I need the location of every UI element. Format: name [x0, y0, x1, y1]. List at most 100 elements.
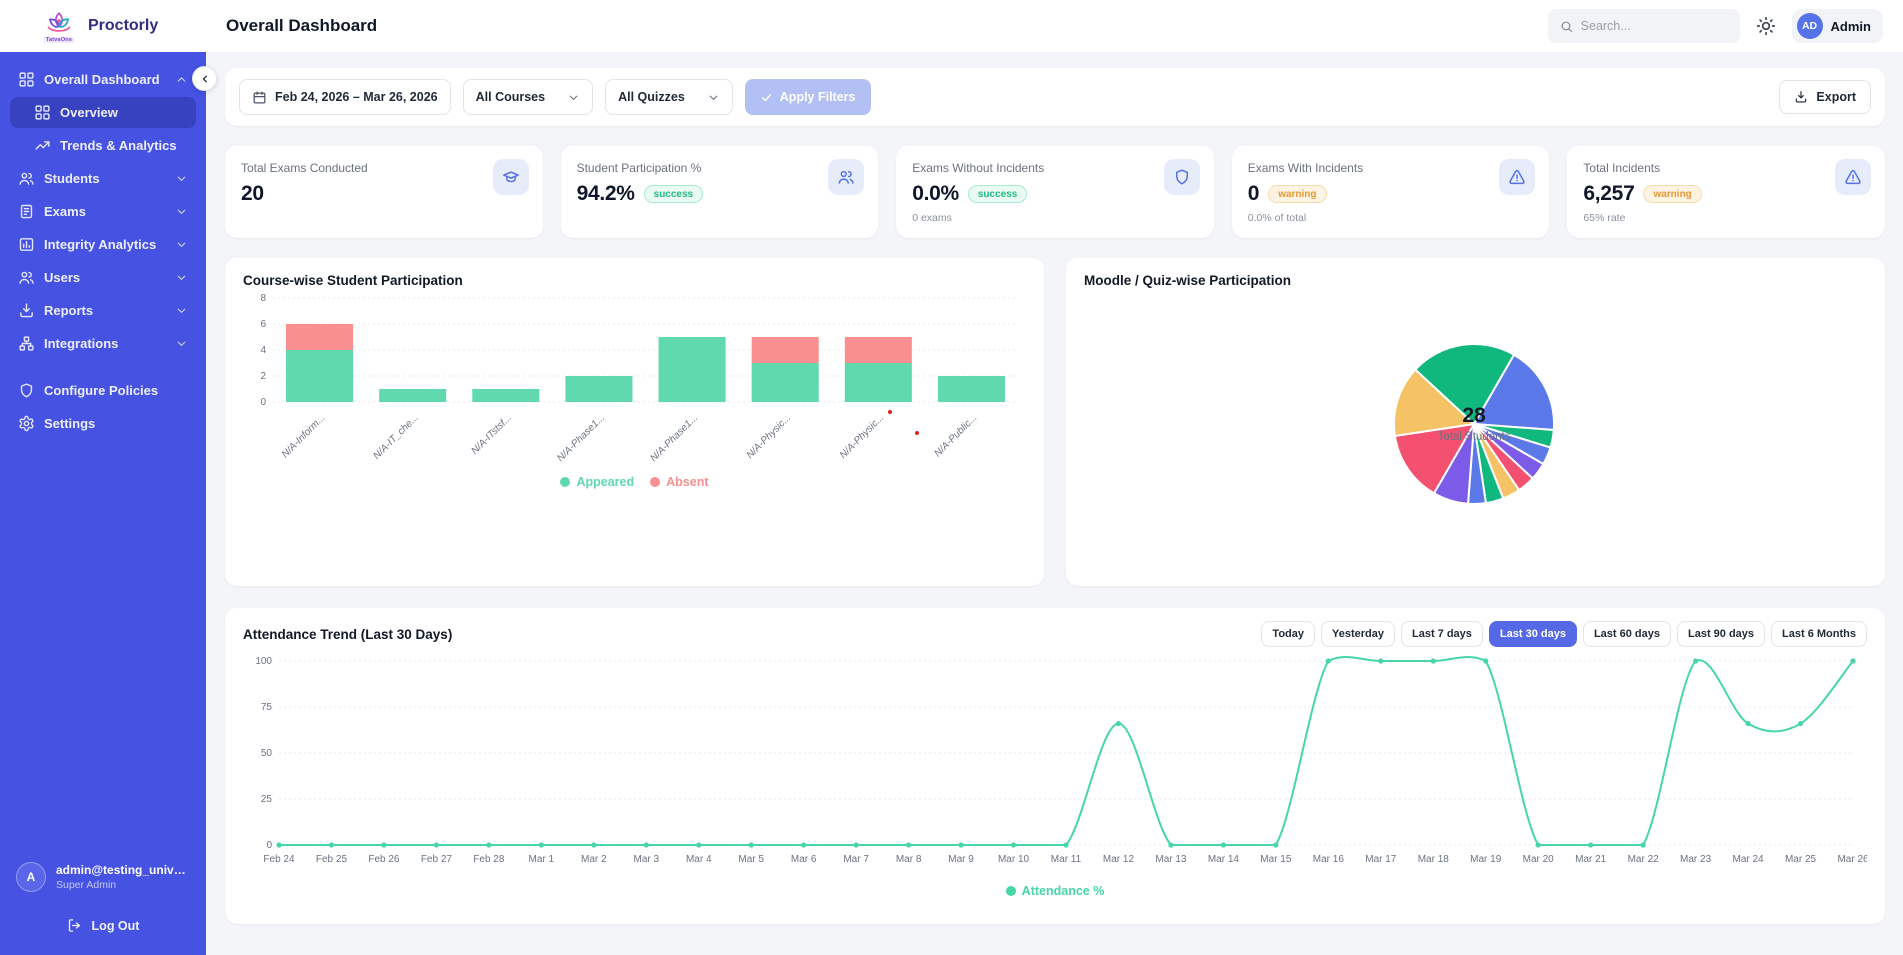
legend-label: Absent — [666, 475, 709, 489]
range-button-last-30-days[interactable]: Last 30 days — [1488, 621, 1577, 647]
svg-text:Mar 13: Mar 13 — [1155, 854, 1187, 865]
user-menu[interactable]: AD Admin — [1791, 9, 1883, 43]
main-content: Feb 24, 2026 – Mar 26, 2026 All Courses … — [206, 52, 1903, 955]
stat-card-total-exams-conducted: Total Exams Conducted 20 — [225, 146, 543, 238]
svg-text:Mar 18: Mar 18 — [1418, 854, 1450, 865]
svg-text:Mar 6: Mar 6 — [791, 854, 817, 865]
legend-item-appeared: Appeared — [560, 475, 634, 489]
range-button-yesterday[interactable]: Yesterday — [1321, 621, 1395, 647]
filter-bar: Feb 24, 2026 – Mar 26, 2026 All Courses … — [225, 68, 1885, 126]
sidebar-item-label: Trends & Analytics — [60, 138, 177, 153]
range-button-last-6-months[interactable]: Last 6 Months — [1771, 621, 1867, 647]
sidebar-item-configure-policies[interactable]: Configure Policies — [10, 375, 196, 406]
alert-triangle-icon — [1509, 169, 1526, 185]
download-icon — [20, 303, 33, 318]
range-button-today[interactable]: Today — [1261, 621, 1315, 647]
svg-text:Mar 24: Mar 24 — [1733, 854, 1765, 865]
svg-text:Mar 17: Mar 17 — [1365, 854, 1397, 865]
search-box[interactable] — [1547, 9, 1740, 43]
attendance-title: Attendance Trend (Last 30 Days) — [243, 626, 453, 642]
sidebar-item-label: Integrity Analytics — [44, 237, 157, 252]
sidebar-item-users[interactable]: Users — [10, 262, 196, 293]
apply-filters-button[interactable]: Apply Filters — [744, 79, 871, 115]
charts-row: Course-wise Student Participation 0 2 4 6 8 N… — [225, 258, 1885, 586]
svg-text:Mar 10: Mar 10 — [998, 854, 1030, 865]
sidebar-item-label: Overall Dashboard — [44, 72, 160, 87]
status-badge: warning — [1643, 185, 1702, 203]
bar-chart-card: Course-wise Student Participation 0 2 4 6 8 N… — [225, 258, 1044, 586]
course-select[interactable]: All Courses — [462, 79, 594, 115]
legend-dot — [650, 477, 661, 487]
sidebar-item-settings[interactable]: Settings — [10, 408, 196, 439]
svg-text:25: 25 — [261, 794, 273, 805]
legend-item-attendance: Attendance % — [1005, 884, 1104, 898]
logout-icon — [68, 919, 80, 932]
svg-text:Mar 8: Mar 8 — [896, 854, 922, 865]
stray-dot — [888, 410, 892, 414]
search-input[interactable] — [1580, 19, 1728, 33]
logout-button[interactable]: Log Out — [14, 912, 192, 939]
export-button[interactable]: Export — [1779, 80, 1871, 114]
stat-card-exams-without-incidents: Exams Without Incidents 0.0% success 0 exam… — [896, 146, 1214, 238]
svg-text:Feb 27: Feb 27 — [421, 854, 453, 865]
svg-text:Feb 28: Feb 28 — [473, 854, 505, 865]
user-avatar: AD — [1796, 13, 1823, 39]
quiz-select[interactable]: All Quizzes — [605, 79, 733, 115]
date-range-picker[interactable]: Feb 24, 2026 – Mar 26, 2026 — [239, 79, 451, 115]
sidebar-item-overview[interactable]: Overview — [10, 97, 196, 128]
sidebar-collapse-button[interactable] — [192, 66, 217, 91]
svg-text:Mar 14: Mar 14 — [1208, 854, 1240, 865]
trending-up-icon — [35, 141, 50, 150]
svg-text:0: 0 — [260, 397, 266, 408]
svg-text:Mar 20: Mar 20 — [1523, 854, 1555, 865]
logout-label: Log Out — [91, 918, 140, 933]
stat-label: Exams With Incidents — [1247, 161, 1364, 175]
stat-icon-wrap — [1163, 159, 1200, 195]
sidebar-nav: Overall Dashboard Overview Trends & Analyt… — [0, 52, 206, 846]
sidebar-item-overall-dashboard[interactable]: Overall Dashboard — [10, 64, 196, 95]
sidebar-item-trends-analytics[interactable]: Trends & Analytics — [10, 130, 196, 161]
download-icon — [1796, 91, 1807, 103]
brand: TatvaOne Proctorly — [0, 10, 206, 43]
status-badge: warning — [1268, 185, 1327, 203]
brand-name: Proctorly — [88, 17, 159, 34]
chevron-down-icon — [177, 242, 186, 247]
svg-text:Mar 11: Mar 11 — [1051, 854, 1082, 865]
svg-text:50: 50 — [261, 748, 273, 759]
stat-icon-wrap — [1499, 159, 1536, 195]
svg-text:4: 4 — [260, 345, 266, 356]
svg-text:28: 28 — [1462, 404, 1486, 427]
pie-chart-svg: 28 Total Students — [1393, 343, 1555, 505]
svg-text:Mar 16: Mar 16 — [1313, 854, 1345, 865]
grid-icon — [35, 105, 50, 120]
bar-chart-icon — [19, 238, 34, 251]
svg-text:Mar 23: Mar 23 — [1680, 854, 1712, 865]
svg-text:N/A-Inform...: N/A-Inform... — [280, 412, 328, 460]
network-icon — [19, 336, 34, 351]
sidebar-item-exams[interactable]: Exams — [10, 196, 196, 227]
sidebar-item-label: Overview — [60, 105, 118, 120]
range-button-last-7-days[interactable]: Last 7 days — [1400, 621, 1483, 647]
range-button-last-90-days[interactable]: Last 90 days — [1677, 621, 1766, 647]
sidebar-item-label: Reports — [44, 303, 94, 318]
sidebar-item-integrations[interactable]: Integrations — [10, 328, 196, 359]
svg-text:Mar 1: Mar 1 — [529, 854, 555, 865]
sidebar-item-integrity-analytics[interactable]: Integrity Analytics — [10, 229, 196, 260]
legend-dot — [560, 477, 571, 487]
svg-text:Mar 5: Mar 5 — [738, 854, 764, 865]
range-button-last-60-days[interactable]: Last 60 days — [1582, 621, 1671, 647]
bar-chart-legend: Appeared Absent — [243, 475, 1026, 489]
chevron-down-icon — [177, 308, 186, 313]
alert-triangle-icon — [1845, 169, 1861, 185]
sidebar-item-reports[interactable]: Reports — [10, 295, 196, 326]
theme-toggle-sun-icon[interactable] — [1756, 16, 1776, 36]
quiz-select-value: All Quizzes — [618, 90, 685, 104]
brand-logo-icon: TatvaOne — [42, 10, 76, 43]
calendar-icon — [253, 91, 266, 103]
export-label: Export — [1816, 90, 1856, 104]
sidebar-item-students[interactable]: Students — [10, 163, 196, 194]
chevron-down-icon — [177, 176, 186, 181]
legend-item-absent: Absent — [650, 475, 709, 489]
exams-icon — [20, 204, 33, 219]
attendance-legend: Attendance % — [243, 884, 1867, 898]
